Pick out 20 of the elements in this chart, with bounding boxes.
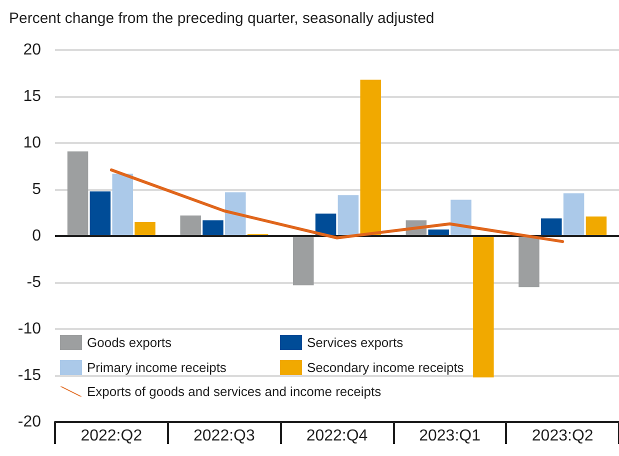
legend-label: Exports of goods and services and income receipts: [87, 384, 382, 399]
x-tick-label: 2022:Q4: [306, 428, 368, 444]
y-tick-label: 10: [23, 134, 42, 152]
legend-label: Goods exports: [87, 335, 172, 350]
legend-label: Primary income receipts: [87, 360, 227, 375]
x-tick-label: 2022:Q2: [80, 428, 142, 444]
y-tick-label: 20: [23, 42, 42, 58]
y-tick-label: -10: [18, 320, 42, 338]
legend-label: Services exports: [307, 335, 404, 350]
legend-label: Secondary income receipts: [307, 360, 464, 375]
y-tick-label: 15: [23, 88, 42, 105]
y-tick-label: 0: [32, 228, 42, 244]
y-tick-label: -20: [18, 414, 42, 430]
y-tick-label: 5: [32, 181, 42, 198]
chart-title: Percent change from the preceding quarter, seasonally adjusted: [9, 10, 434, 27]
x-tick-label: 2023:Q1: [419, 428, 481, 444]
x-tick-label: 2023:Q2: [532, 428, 594, 444]
x-tick-label: 2022:Q3: [194, 428, 255, 444]
y-tick-label: -15: [18, 367, 42, 384]
y-tick-label: -5: [26, 274, 42, 291]
